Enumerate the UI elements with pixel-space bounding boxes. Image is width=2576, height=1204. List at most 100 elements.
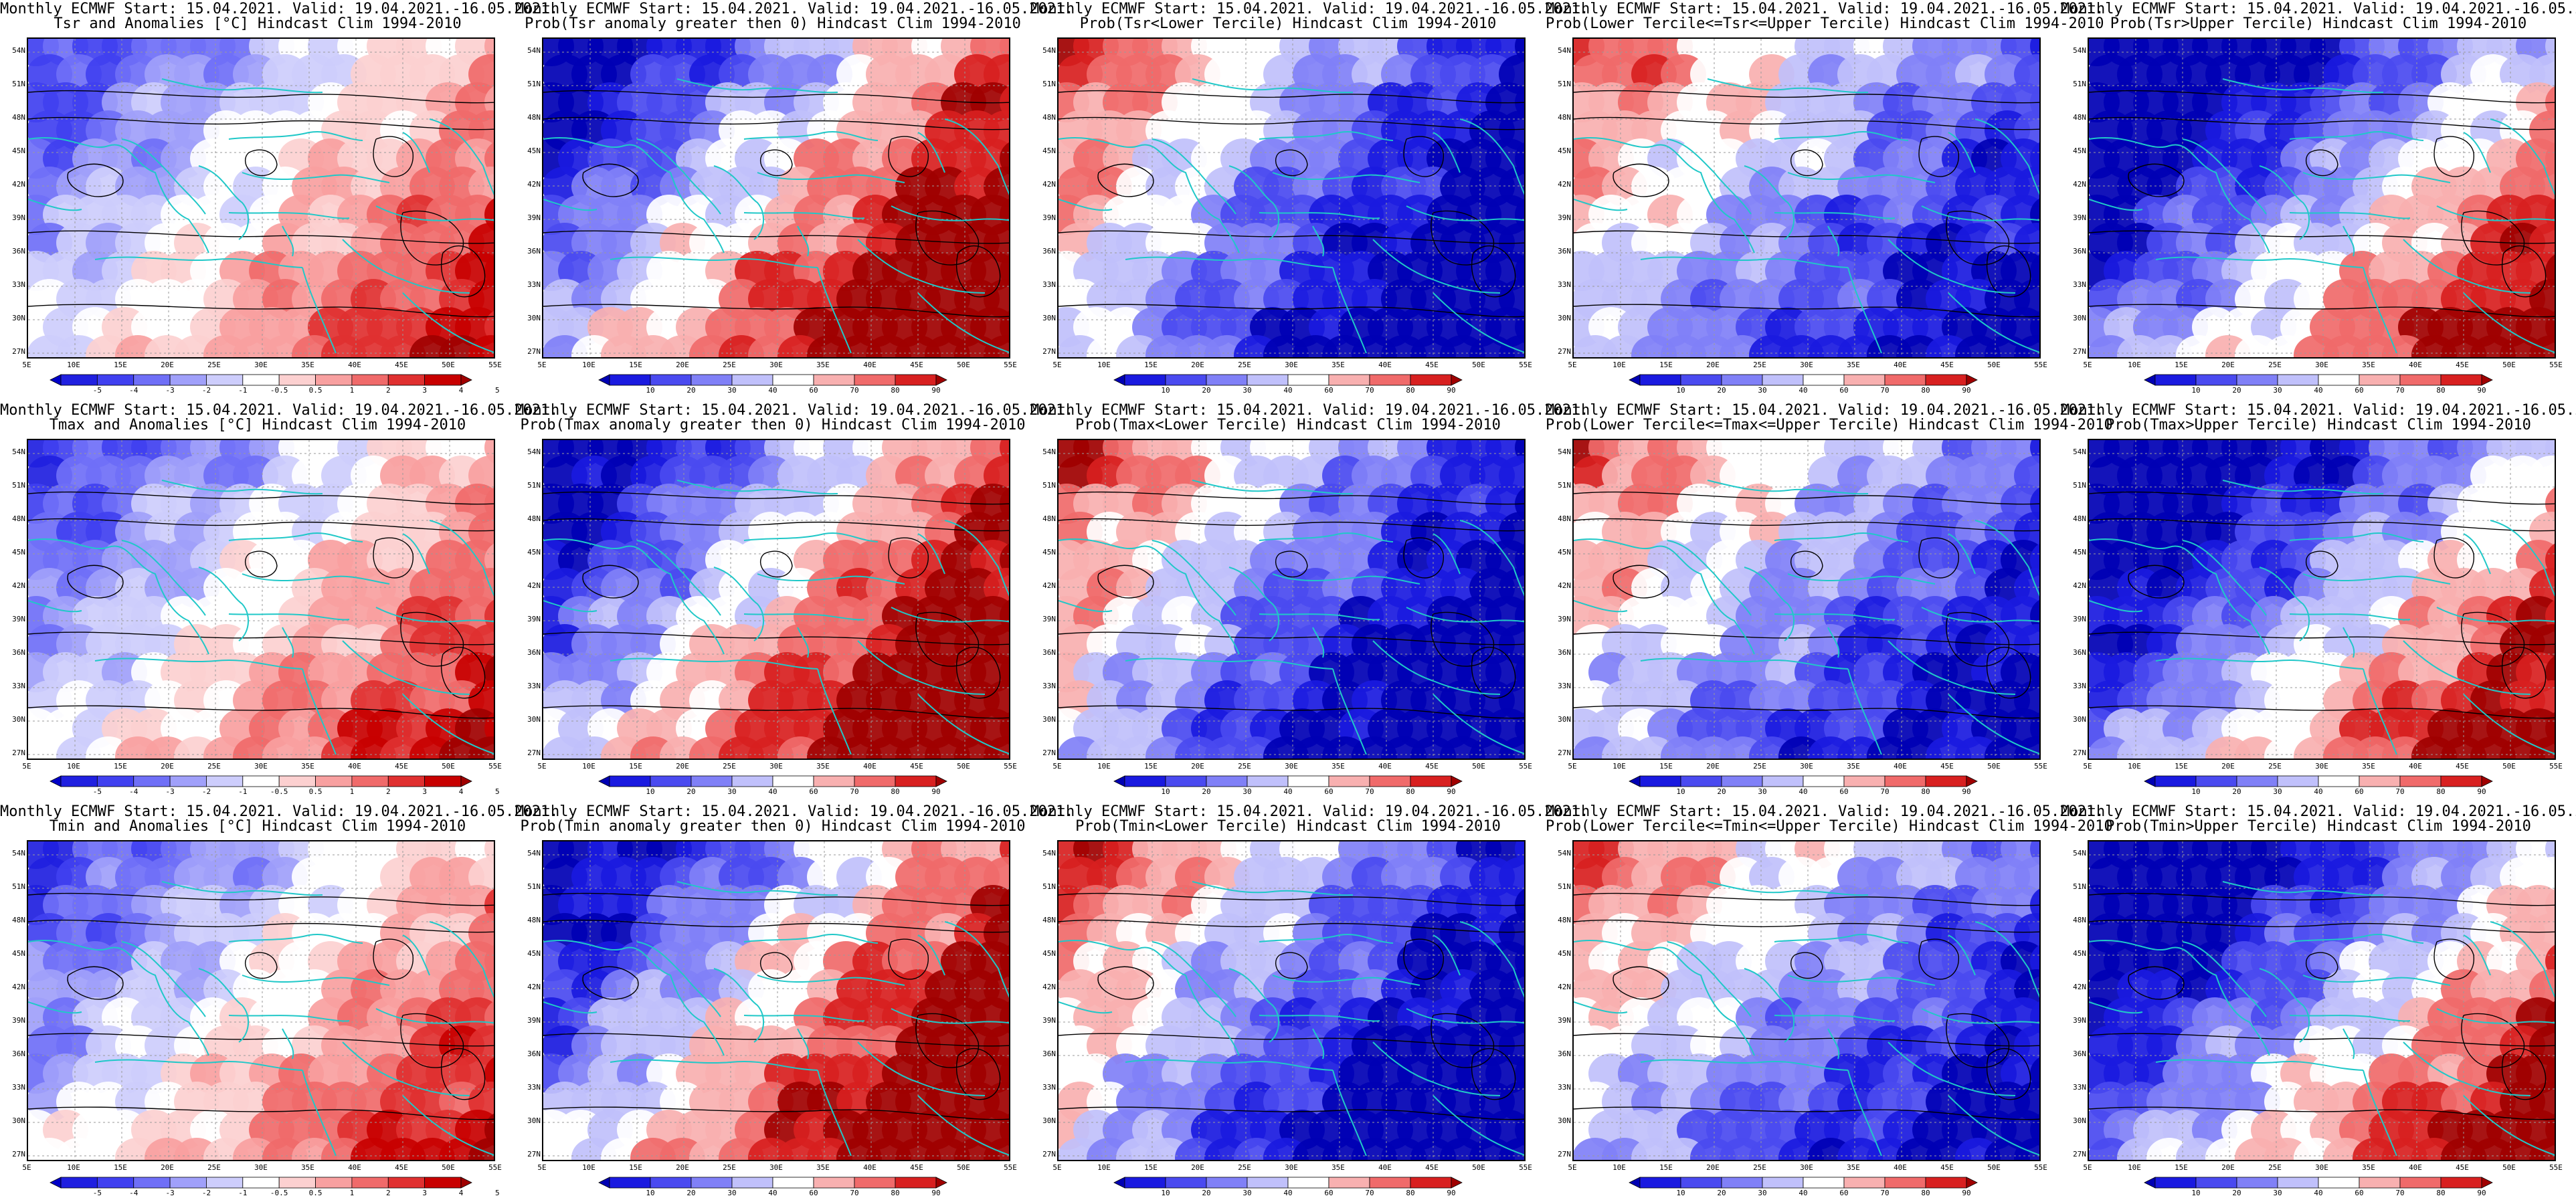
lon-label: 55E <box>2034 762 2047 771</box>
coastlines <box>28 480 494 755</box>
colorbar-tick-label: 30 <box>1758 386 1767 395</box>
lat-label: 33N <box>1042 1083 1056 1092</box>
lat-label: 27N <box>1558 1150 1571 1159</box>
colorbar-tick-label: 1 <box>349 1189 355 1197</box>
colorbar-tick-label: 70 <box>850 386 859 395</box>
lon-label: 40E <box>1378 1163 1392 1172</box>
colorbar-swatch <box>1721 775 1763 787</box>
lat-label: 48N <box>12 113 25 122</box>
colorbar-swatch <box>2144 775 2156 787</box>
colorbar-tick-label: 20 <box>2232 1189 2241 1197</box>
map-area <box>1057 37 1526 359</box>
colorbar-tick-label: 70 <box>850 787 859 796</box>
colorbar-swatch <box>169 1177 207 1189</box>
lon-label: 5E <box>2083 762 2092 771</box>
lon-label: 25E <box>2268 762 2282 771</box>
colorbar-svg <box>2144 374 2493 386</box>
lat-label: 33N <box>12 280 25 289</box>
colorbar-tick-label: 40 <box>2314 386 2323 395</box>
colorbar-tick-label: 90 <box>1447 787 1456 796</box>
lon-label: 30E <box>254 762 268 771</box>
lon-label: 10E <box>2128 762 2141 771</box>
colorbar-tick-label: 10 <box>1161 787 1170 796</box>
colorbar-svg <box>1113 1177 1463 1189</box>
lon-label: 25E <box>1753 1163 1766 1172</box>
lat-label: 36N <box>12 247 25 256</box>
colorbar-tick-label: 5 <box>495 787 500 796</box>
colorbar-tick-label: 4 <box>458 1189 464 1197</box>
colorbar-tick-label: 90 <box>931 787 941 796</box>
lat-label: 33N <box>1558 280 1571 289</box>
lon-label: 50E <box>1472 1163 1485 1172</box>
colorbar-tick-label: 90 <box>1447 386 1456 395</box>
lon-label: 20E <box>2221 361 2235 369</box>
colorbar-swatch <box>351 1177 389 1189</box>
colorbar-tick-label: 20 <box>2232 787 2241 796</box>
colorbar-swatch <box>1124 775 1166 787</box>
lon-label: 45E <box>1940 762 1954 771</box>
colorbar-swatch <box>1165 374 1207 386</box>
colorbar-swatch <box>133 1177 171 1189</box>
colorbar-swatch <box>169 374 207 386</box>
lat-label: 36N <box>527 648 541 657</box>
colorbar-tick-label: 80 <box>891 787 900 796</box>
shaded-field <box>1574 39 2039 357</box>
colorbar-swatch <box>1680 374 1722 386</box>
colorbar-tick-label: 60 <box>809 787 818 796</box>
lat-label: 51N <box>1042 80 1056 88</box>
lon-label: 35E <box>1847 1163 1860 1172</box>
lon-label: 20E <box>2221 1163 2235 1172</box>
map-svg <box>543 440 1009 759</box>
colorbar-swatch <box>1843 374 1885 386</box>
lon-label: 15E <box>2175 762 2188 771</box>
map-area <box>542 439 1010 760</box>
coastlines <box>28 881 494 1157</box>
map-svg <box>2089 39 2555 357</box>
colorbar-tick-label: 30 <box>727 386 737 395</box>
colorbar-swatch <box>609 374 651 386</box>
lat-label: 42N <box>1042 180 1056 189</box>
lat-label: 39N <box>1042 615 1056 623</box>
colorbar-tick-label: 60 <box>1839 1189 1849 1197</box>
map-svg <box>28 39 494 357</box>
colorbar-swatch <box>169 775 207 787</box>
colorbar-swatch <box>935 775 947 787</box>
lat-label: 45N <box>12 548 25 557</box>
colorbar-swatch <box>60 374 98 386</box>
lon-label: 50E <box>442 1163 455 1172</box>
colorbar-tick-label: 20 <box>686 787 696 796</box>
panel-subtitle: Prob(Tmax anomaly greater then 0) Hindca… <box>520 417 1026 433</box>
colorbar-tick-label: 30 <box>727 787 737 796</box>
colorbar <box>1629 1177 1978 1189</box>
colorbar-swatch <box>387 1177 426 1189</box>
colorbar-tick-label: 80 <box>2436 787 2446 796</box>
colorbar-swatch <box>1843 1177 1885 1189</box>
colorbar-swatch <box>1328 1177 1370 1189</box>
colorbar-tick-label: 70 <box>2395 787 2405 796</box>
colorbar <box>1113 1177 1463 1189</box>
colorbar-tick-label: -4 <box>129 386 139 395</box>
lon-label: 55E <box>1004 361 1017 369</box>
lon-label: 20E <box>2221 762 2235 771</box>
colorbar-tick-label: 20 <box>1202 1189 1211 1197</box>
lon-label: 10E <box>582 762 595 771</box>
coastlines <box>543 480 1009 755</box>
coastlines <box>2089 881 2555 1157</box>
isolines <box>1574 892 2039 1120</box>
colorbar-tick-label: 70 <box>1365 787 1374 796</box>
colorbar-tick-label: 40 <box>768 1189 777 1197</box>
colorbar <box>50 1177 472 1189</box>
colorbar-tick-label: 90 <box>1962 787 1971 796</box>
colorbar-swatch <box>1639 775 1681 787</box>
lon-label: 40E <box>2409 762 2422 771</box>
colorbar-tick-label: 20 <box>1202 787 1211 796</box>
lon-label: 5E <box>22 1163 31 1172</box>
lat-label: 36N <box>2073 648 2086 657</box>
lon-label: 55E <box>1519 762 1532 771</box>
lat-label: 42N <box>1558 180 1571 189</box>
colorbar-svg <box>50 1177 472 1189</box>
lat-label: 33N <box>2073 1083 2086 1092</box>
lon-label: 45E <box>910 1163 923 1172</box>
lon-label: 55E <box>2549 361 2563 369</box>
